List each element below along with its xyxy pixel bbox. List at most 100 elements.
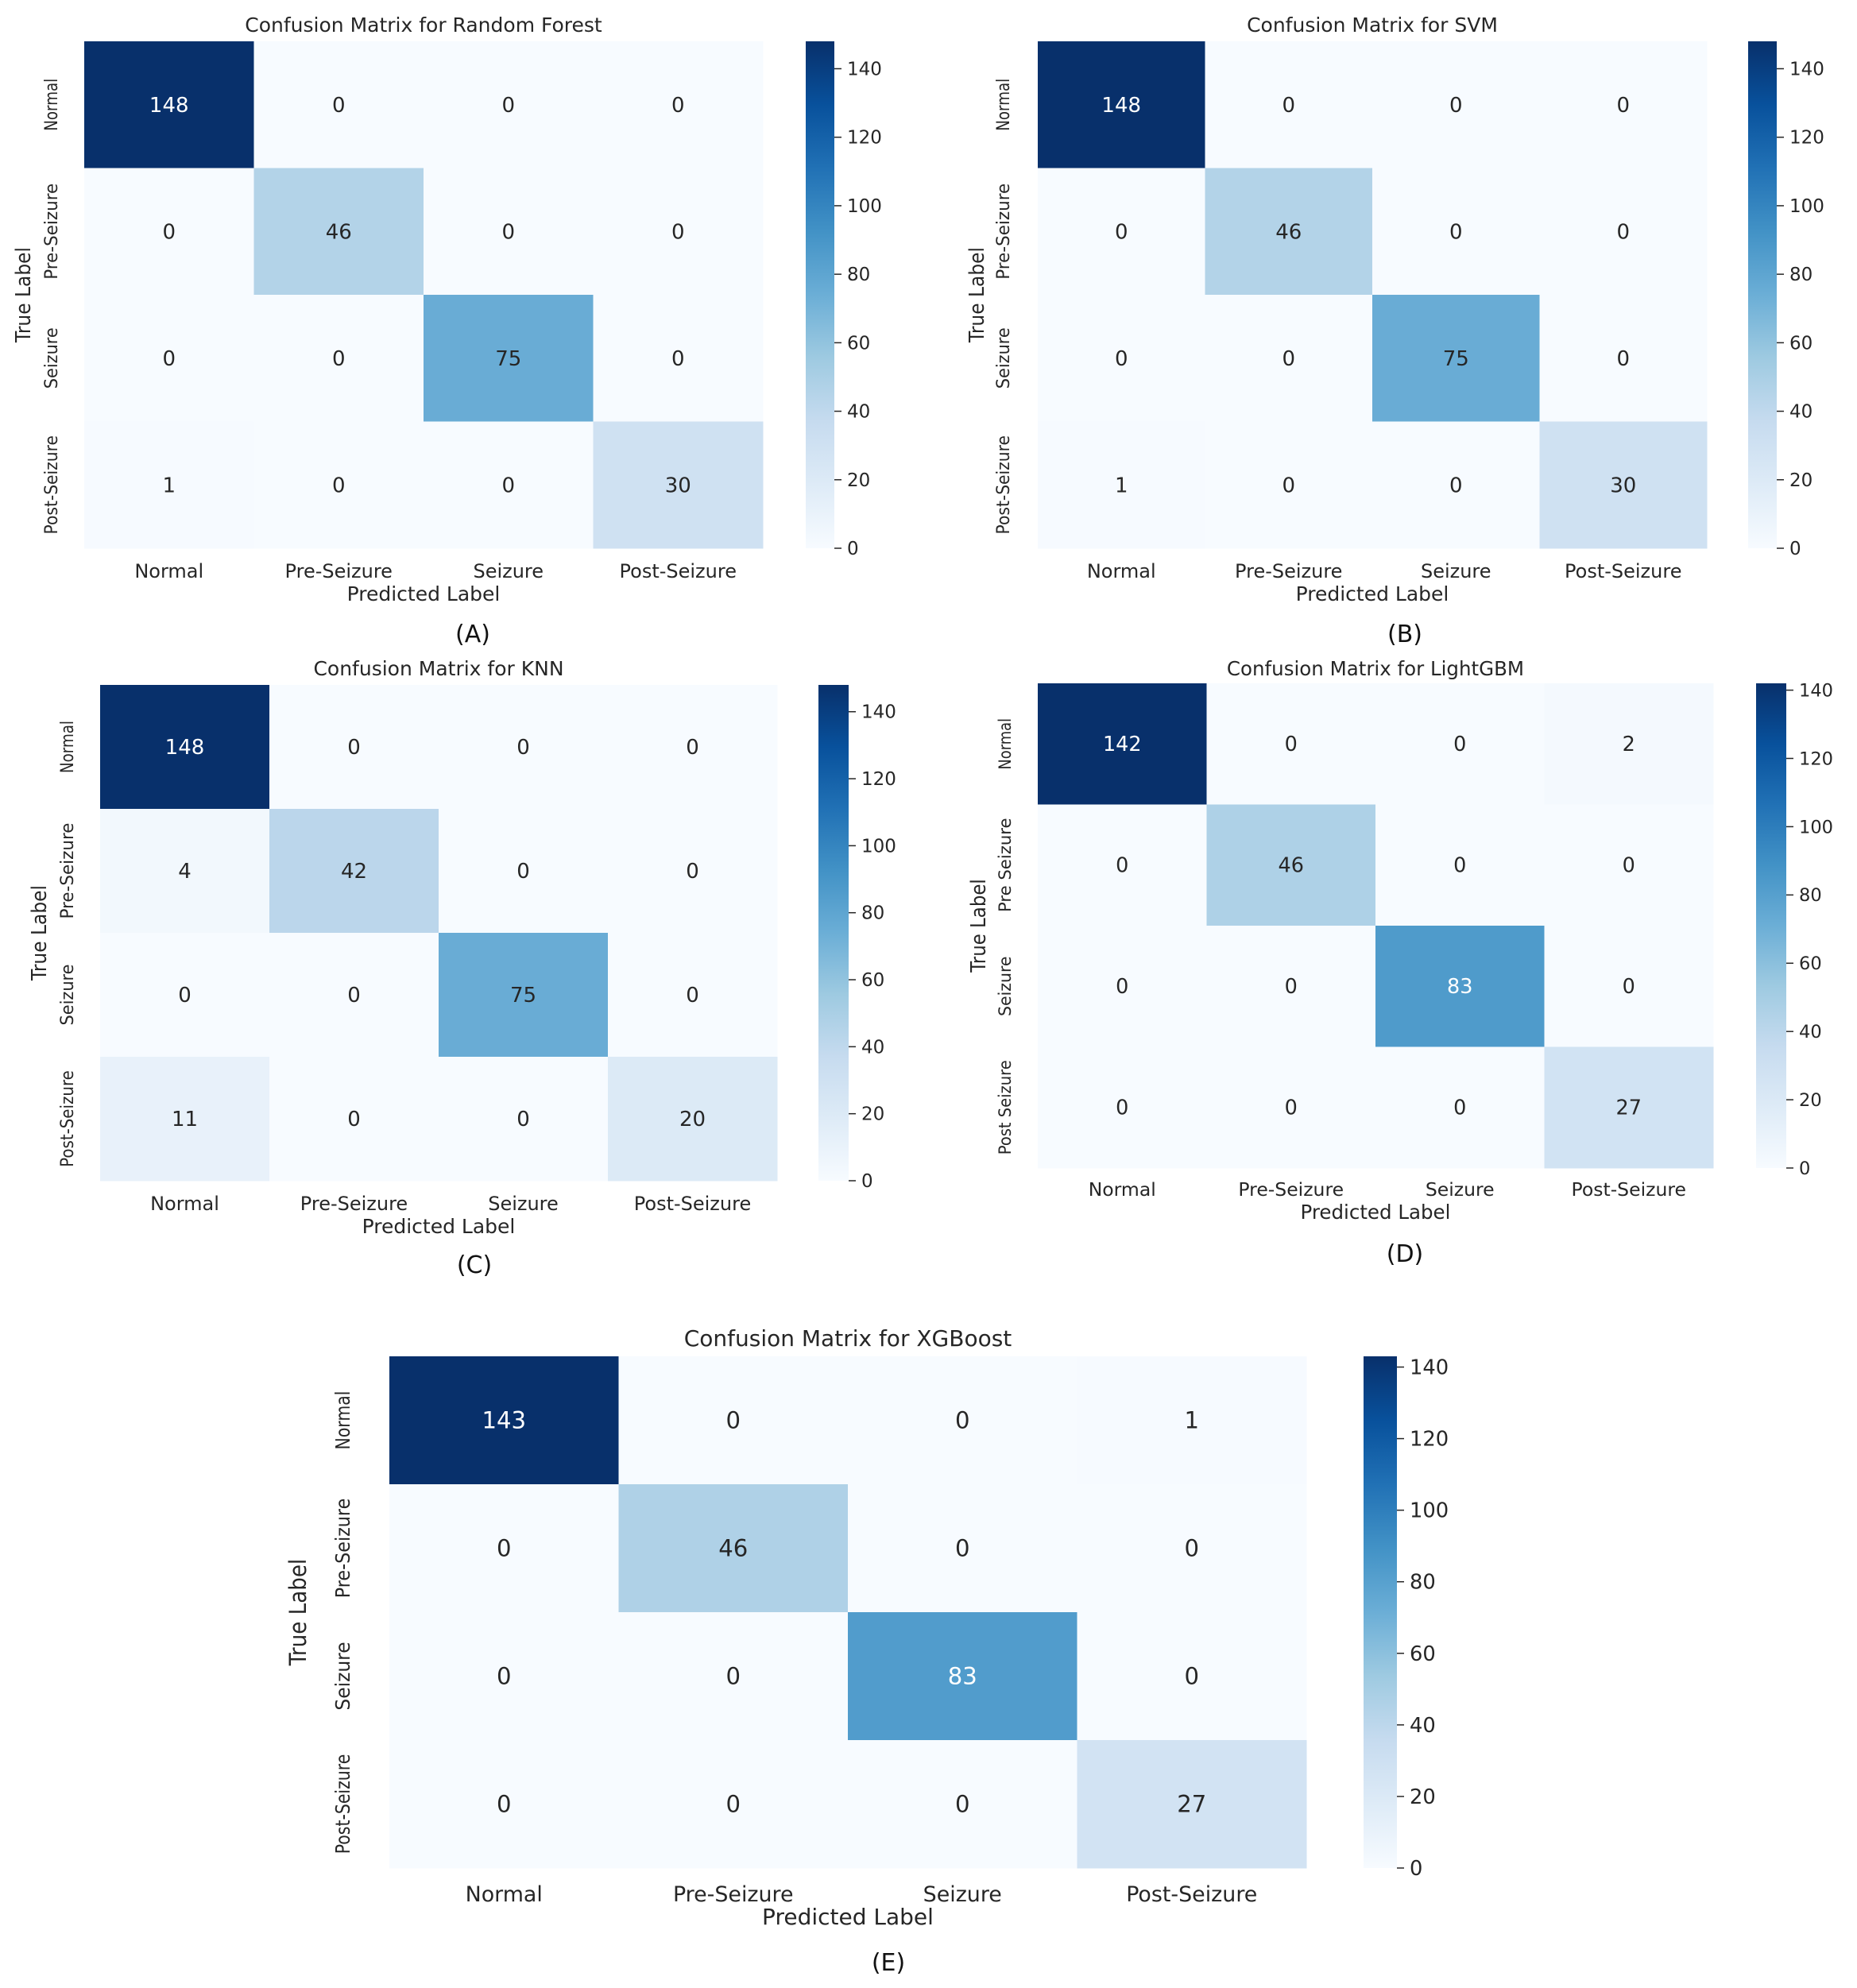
heatmap-cell (84, 295, 254, 422)
heatmap-cell (1539, 421, 1708, 549)
cell-value-label: 0 (1449, 474, 1463, 497)
colorbar-tick-label: 40 (1799, 1022, 1822, 1042)
chart-title: Confusion Matrix for KNN (313, 657, 563, 680)
heatmap-cell (269, 809, 439, 934)
heatmap-cell (618, 1356, 849, 1485)
heatmap-cell (1038, 168, 1205, 296)
heatmap-cell (253, 295, 424, 422)
cell-value-label: 0 (1184, 1535, 1199, 1562)
heatmap-cell (593, 168, 764, 296)
colorbar-tick-label: 120 (861, 769, 896, 790)
cell-value-label: 0 (1116, 1096, 1128, 1120)
heatmap-cell (84, 168, 254, 296)
cell-value-label: 148 (149, 94, 189, 118)
cell-value-label: 0 (671, 347, 685, 371)
colorbar (818, 685, 849, 1181)
cell-value-label: 0 (686, 860, 699, 884)
x-tick-label: Seizure (1426, 1178, 1495, 1201)
cell-value-label: 0 (516, 860, 530, 884)
heatmap-cell (1038, 804, 1207, 926)
y-tick-label: Normal (996, 718, 1016, 770)
heatmap-cell (1544, 804, 1714, 926)
cell-value-label: 0 (162, 220, 176, 244)
heatmap-cell (1375, 926, 1545, 1047)
x-tick-label: Pre-Seizure (1235, 560, 1342, 582)
chart-title: Confusion Matrix for LightGBM (1227, 657, 1524, 680)
cell-value-label: 0 (162, 347, 176, 371)
colorbar-tick-label: 140 (1789, 59, 1824, 79)
cell-value-label: 0 (1282, 347, 1295, 371)
cell-value-label: 75 (1443, 347, 1469, 371)
cell-value-label: 0 (1453, 733, 1466, 756)
y-tick-label: Seizure (996, 957, 1016, 1016)
heatmap-cell (1539, 41, 1708, 168)
colorbar-tick-label: 100 (847, 196, 882, 217)
cell-value-label: 46 (326, 220, 352, 244)
cell-value-label: 0 (955, 1535, 970, 1562)
heatmap-cell (1077, 1612, 1307, 1741)
heatmap-cell (848, 1612, 1077, 1741)
colorbar-tick-label: 120 (1789, 128, 1824, 149)
cell-value-label: 0 (501, 94, 515, 118)
y-axis-label: True Label (284, 1559, 311, 1666)
heatmap-cell (84, 421, 254, 549)
cell-value-label: 0 (1285, 1096, 1298, 1120)
heatmap-cell (1205, 41, 1373, 168)
colorbar-tick-label: 20 (1410, 1785, 1436, 1809)
x-axis-label: Predicted Label (762, 1904, 934, 1930)
heatmap-cell (1539, 168, 1708, 296)
cell-value-label: 0 (1453, 854, 1466, 878)
heatmap-cell (593, 295, 764, 422)
cell-value-label: 0 (1282, 94, 1295, 118)
heatmap-cell (1038, 295, 1205, 422)
cell-value-label: 0 (332, 347, 346, 371)
cell-value-label: 1 (1115, 474, 1128, 497)
heatmap-cell (1544, 926, 1714, 1047)
cell-value-label: 46 (1279, 854, 1304, 878)
x-tick-label: Seizure (488, 1193, 559, 1215)
heatmap-cell (100, 809, 270, 934)
colorbar-tick-label: 80 (1789, 265, 1813, 285)
colorbar-tick-label: 140 (1410, 1356, 1449, 1379)
cell-value-label: 0 (497, 1791, 512, 1818)
cell-value-label: 0 (955, 1791, 970, 1818)
x-tick-label: Post-Seizure (1572, 1178, 1686, 1201)
cell-value-label: 0 (686, 984, 699, 1008)
heatmap-cell (1038, 1046, 1207, 1169)
cell-value-label: 27 (1616, 1096, 1642, 1120)
cell-value-label: 4 (178, 860, 192, 884)
cell-value-label: 83 (1447, 975, 1472, 999)
y-tick-label: Post Seizure (996, 1060, 1016, 1155)
colorbar-tick-label: 20 (847, 470, 870, 491)
y-tick-label: Normal (42, 79, 62, 131)
cell-value-label: 0 (501, 474, 515, 497)
x-tick-label: Post-Seizure (634, 1193, 751, 1215)
colorbar-tick-label: 0 (847, 539, 859, 559)
panel-label: (D) (1387, 1240, 1424, 1268)
heatmap-cell (253, 168, 424, 296)
heatmap-cell (1206, 804, 1376, 926)
cell-value-label: 0 (1116, 854, 1128, 878)
cell-value-label: 0 (516, 736, 530, 760)
cell-value-label: 20 (679, 1108, 706, 1131)
colorbar-tick-label: 100 (1799, 817, 1833, 837)
heatmap-cell (1205, 295, 1373, 422)
colorbar-tick-label: 120 (1410, 1428, 1449, 1452)
colorbar-tick-label: 140 (847, 59, 882, 79)
heatmap-cell (424, 41, 594, 168)
panel-a: Confusion Matrix for Random Forest 148 0 0 0… (12, 14, 882, 648)
colorbar-tick-label: 100 (1789, 196, 1824, 217)
y-tick-label: Post-Seizure (994, 435, 1014, 534)
cell-value-label: 0 (686, 736, 699, 760)
colorbar-tick-label: 60 (847, 333, 870, 354)
cell-value-label: 0 (1623, 975, 1635, 999)
heatmap-cell (1544, 1046, 1714, 1169)
heatmap-cell (848, 1484, 1077, 1613)
heatmap-cell (1038, 421, 1205, 549)
heatmap-cell (1372, 295, 1540, 422)
colorbar-tick-label: 120 (1799, 748, 1833, 769)
heatmap-cell (848, 1356, 1077, 1485)
cell-value-label: 0 (178, 984, 192, 1008)
heatmap-cell (253, 41, 424, 168)
cell-value-label: 0 (671, 94, 685, 118)
